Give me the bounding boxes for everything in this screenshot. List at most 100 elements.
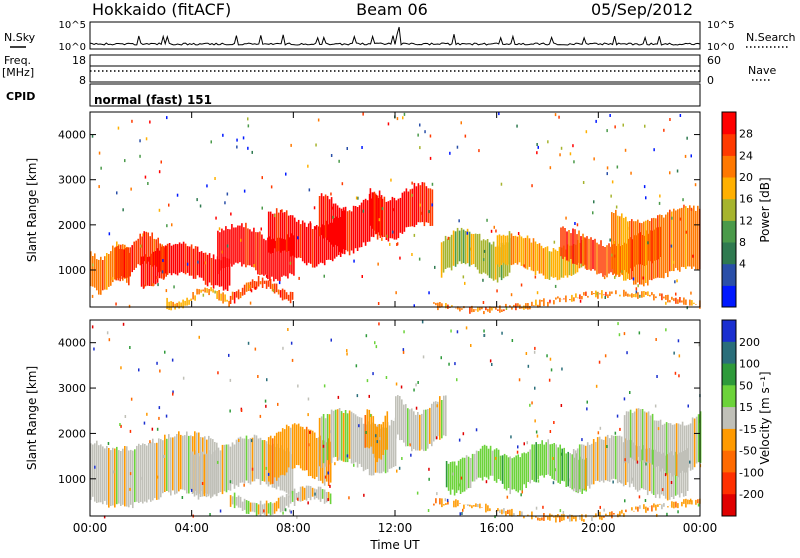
velocity-echo-column [492, 451, 494, 476]
power-echo-column [220, 294, 222, 301]
velocity-echo-column [486, 446, 488, 478]
power-echo-column [323, 196, 325, 238]
velocity-scatter-point [428, 468, 430, 471]
power-echo-column [290, 292, 292, 303]
velocity-echo-column [539, 444, 541, 476]
power-echo-column [637, 220, 639, 283]
power-echo-column [649, 221, 651, 280]
power-echo-column [441, 242, 443, 277]
velocity-echo-column [92, 445, 94, 497]
velocity-echo-column [298, 424, 300, 466]
velocity-scatter-point [113, 470, 115, 473]
power-echo-column [605, 292, 607, 296]
velocity-echo-column [250, 503, 252, 512]
velocity-scatter-point [285, 508, 287, 511]
velocity-echo-column [240, 437, 242, 483]
power-scatter-point [315, 144, 317, 147]
power-echo-column [477, 234, 479, 270]
power-scatter-point [424, 130, 426, 133]
power-colorbar-label: Power [dB] [758, 177, 772, 242]
velocity-echo-column [559, 516, 561, 522]
power-echo-column [367, 200, 369, 242]
velocity-echo-column [292, 491, 294, 502]
power-echo-column [370, 188, 372, 226]
power-scatter-point [124, 159, 126, 162]
velocity-echo-column [306, 486, 308, 501]
power-scatter-point [214, 177, 216, 180]
velocity-echo-column [351, 412, 353, 464]
velocity-echo-column [517, 455, 519, 493]
velocity-scatter-point [130, 430, 132, 433]
velocity-echo-column [288, 426, 290, 467]
velocity-scatter-point [257, 375, 259, 378]
power-scatter-point [315, 227, 317, 230]
velocity-echo-column [686, 425, 688, 472]
velocity-scatter-point [260, 415, 262, 418]
power-scatter-point [324, 275, 326, 278]
power-echo-column [568, 230, 570, 262]
velocity-echo-column [423, 410, 425, 451]
power-scatter-point [98, 185, 100, 188]
velocity-echo-column [587, 442, 589, 486]
velocity-scatter-point [94, 466, 96, 469]
velocity-scatter-point [297, 498, 299, 501]
velocity-scatter-point [125, 415, 127, 418]
power-echo-column [424, 183, 426, 227]
velocity-echo-column [294, 489, 296, 506]
power-echo-column [611, 212, 613, 269]
velocity-scatter-point [417, 381, 419, 384]
power-scatter-point [625, 149, 627, 152]
velocity-echo-column [270, 436, 272, 484]
velocity-scatter-point [551, 368, 553, 371]
power-scatter-point [430, 157, 432, 160]
power-echo-column [263, 239, 265, 276]
power-echo-column [310, 223, 312, 264]
velocity-echo-column [304, 429, 306, 470]
freq-label-2: [MHz] [2, 66, 34, 79]
power-echo-column [635, 293, 637, 297]
power-scatter-point [521, 284, 523, 287]
power-scatter-point [495, 230, 497, 233]
velocity-scatter-point [624, 499, 626, 502]
velocity-echo-column [490, 446, 492, 476]
power-echo-column [487, 239, 489, 275]
power-echo-column [306, 227, 308, 265]
power-echo-column [396, 200, 398, 239]
velocity-scatter-point [346, 349, 348, 352]
velocity-echo-column [549, 514, 551, 521]
velocity-scatter-point [524, 442, 526, 445]
power-echo-column [596, 243, 598, 275]
power-echo-column [525, 303, 527, 309]
power-scatter-point [279, 281, 281, 284]
velocity-echo-column [435, 401, 437, 439]
velocity-echo-column [513, 457, 515, 489]
velocity-echo-column [238, 438, 240, 487]
velocity-echo-column [304, 488, 306, 500]
power-scatter-point [671, 217, 673, 220]
velocity-echo-column [433, 402, 435, 442]
power-scatter-point [614, 125, 616, 128]
power-echo-column [170, 301, 172, 310]
velocity-echo-column [637, 507, 639, 512]
velocity-scatter-point [603, 509, 605, 512]
velocity-echo-column [662, 425, 664, 469]
velocity-echo-column [626, 411, 628, 462]
power-scatter-point [617, 166, 619, 169]
power-echo-column [487, 309, 489, 312]
power-echo-column [184, 301, 186, 306]
power-echo-column [455, 231, 457, 266]
power-echo-column [106, 253, 108, 290]
velocity-scatter-point [510, 435, 512, 438]
velocity-scatter-point [403, 351, 405, 354]
velocity-echo-column [647, 508, 649, 511]
velocity-echo-column [136, 446, 138, 502]
power-scatter-point [665, 302, 667, 305]
power-scatter-point [411, 182, 413, 185]
velocity-scatter-point [308, 443, 310, 446]
colorbar-swatch [722, 112, 736, 134]
velocity-echo-column [499, 510, 501, 513]
velocity-echo-column [443, 396, 445, 436]
velocity-echo-column [172, 437, 174, 490]
velocity-echo-column [403, 405, 405, 443]
